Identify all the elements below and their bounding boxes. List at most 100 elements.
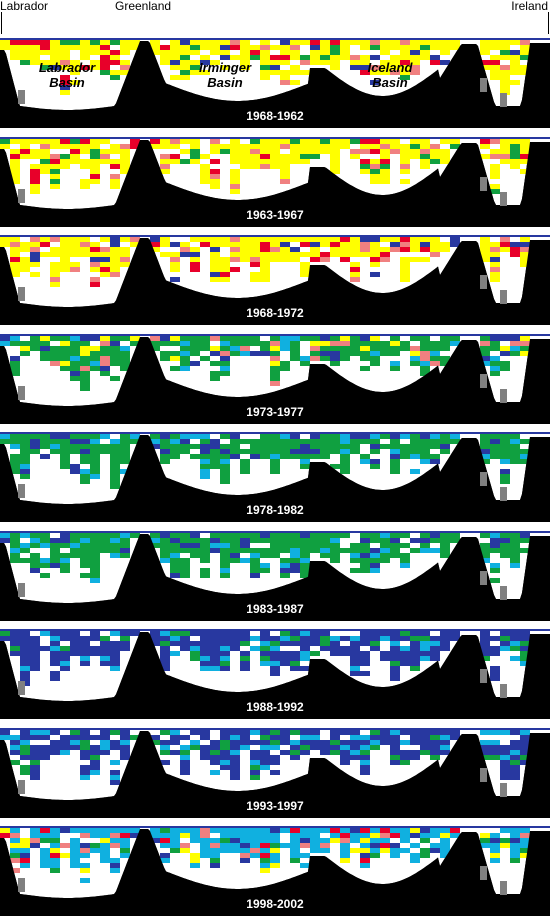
- property-cell: [400, 164, 410, 169]
- property-cell: [120, 459, 130, 464]
- property-cell: [240, 50, 250, 55]
- property-cell: [80, 139, 90, 144]
- property-cell: [10, 149, 20, 154]
- property-cell: [210, 661, 220, 666]
- property-cell: [400, 760, 410, 765]
- property-cell: [10, 848, 20, 853]
- property-cell: [430, 750, 440, 755]
- property-cell: [380, 70, 390, 75]
- property-cell: [190, 144, 200, 149]
- property-cell: [270, 356, 280, 361]
- property-cell: [120, 848, 130, 853]
- property-cell: [210, 242, 220, 247]
- property-cell: [240, 65, 250, 70]
- property-cell: [260, 262, 270, 267]
- property-cell: [120, 543, 130, 548]
- property-cell: [90, 765, 100, 770]
- property-cell: [220, 242, 230, 247]
- property-cell: [220, 237, 230, 242]
- property-cell: [380, 828, 390, 833]
- property-cell: [60, 85, 70, 90]
- property-cell: [430, 828, 440, 833]
- property-cell: [40, 454, 50, 459]
- property-cell: [280, 449, 290, 454]
- property-cell: [180, 434, 190, 439]
- property-cell: [320, 336, 330, 341]
- property-cell: [280, 444, 290, 449]
- property-cell: [70, 341, 80, 346]
- property-cell: [480, 533, 490, 538]
- property-cell: [300, 553, 310, 558]
- property-cell: [190, 828, 200, 833]
- seafloor: [0, 534, 550, 621]
- property-cell: [380, 154, 390, 159]
- property-cell: [110, 770, 120, 775]
- property-cell: [360, 242, 370, 247]
- property-cell: [200, 242, 210, 247]
- property-cell: [60, 745, 70, 750]
- property-cell: [90, 833, 100, 838]
- property-cell: [60, 257, 70, 262]
- property-cell: [300, 563, 310, 568]
- property-cell: [220, 553, 230, 558]
- property-cell: [60, 40, 70, 45]
- property-cell: [370, 833, 380, 838]
- property-cell: [500, 149, 510, 154]
- property-cell: [450, 538, 460, 543]
- property-cell: [50, 277, 60, 282]
- property-cell: [220, 257, 230, 262]
- property-cell: [230, 755, 240, 760]
- property-cell: [40, 45, 50, 50]
- property-cell: [100, 636, 110, 641]
- shelf-patch: [18, 189, 25, 203]
- property-cell: [80, 237, 90, 242]
- property-cell: [420, 257, 430, 262]
- property-cell: [380, 833, 390, 838]
- property-cell: [350, 154, 360, 159]
- property-cell: [390, 444, 400, 449]
- property-cell: [220, 760, 230, 765]
- shelf-patch: [500, 389, 507, 403]
- property-cell: [210, 50, 220, 55]
- property-cell: [200, 730, 210, 735]
- property-cell: [340, 853, 350, 858]
- property-cell: [40, 828, 50, 833]
- property-cell: [250, 828, 260, 833]
- property-cell: [350, 750, 360, 755]
- property-cell: [80, 341, 90, 346]
- property-cell: [260, 139, 270, 144]
- property-cell: [250, 760, 260, 765]
- property-cell: [50, 159, 60, 164]
- property-cell: [290, 848, 300, 853]
- property-cell: [440, 434, 450, 439]
- property-cell: [270, 361, 280, 366]
- property-cell: [90, 439, 100, 444]
- property-cell: [440, 533, 450, 538]
- property-cell: [360, 548, 370, 553]
- property-cell: [350, 833, 360, 838]
- property-cell: [520, 459, 530, 464]
- property-cell: [440, 838, 450, 843]
- property-cell: [320, 434, 330, 439]
- property-cell: [90, 336, 100, 341]
- property-cell: [250, 159, 260, 164]
- property-cell: [90, 770, 100, 775]
- property-cell: [160, 858, 170, 863]
- property-cell: [150, 40, 160, 45]
- property-cell: [20, 474, 30, 479]
- property-cell: [520, 237, 530, 242]
- property-cell: [240, 346, 250, 351]
- property-cell: [180, 760, 190, 765]
- property-cell: [280, 154, 290, 159]
- property-cell: [10, 272, 20, 277]
- property-cell: [300, 843, 310, 848]
- property-cell: [370, 459, 380, 464]
- property-cell: [290, 750, 300, 755]
- property-cell: [260, 553, 270, 558]
- property-cell: [90, 454, 100, 459]
- property-cell: [20, 144, 30, 149]
- property-cell: [10, 543, 20, 548]
- property-cell: [490, 40, 500, 45]
- property-cell: [290, 745, 300, 750]
- property-cell: [200, 651, 210, 656]
